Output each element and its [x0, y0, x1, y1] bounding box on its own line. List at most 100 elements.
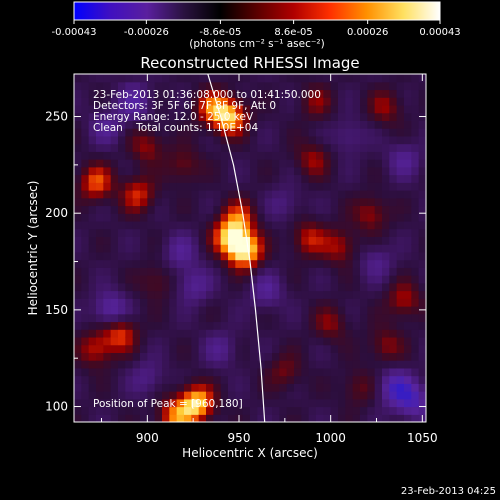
- heatmap-cell: [228, 220, 236, 230]
- heatmap-cell: [264, 182, 273, 191]
- heatmap-cell: [389, 97, 398, 106]
- colorbar-unit-label: (photons cm⁻² s⁻¹ asec⁻²): [189, 38, 324, 50]
- heatmap-cell: [154, 151, 163, 160]
- heatmap-cell: [330, 112, 339, 121]
- heatmap-cell: [279, 406, 288, 415]
- heatmap-cell: [418, 128, 426, 137]
- heatmap-cell: [184, 236, 192, 245]
- heatmap-cell: [294, 112, 302, 121]
- heatmap-cell: [96, 282, 104, 292]
- heatmap-cell: [103, 321, 112, 330]
- heatmap-cell: [338, 383, 346, 392]
- heatmap-cell: [338, 275, 346, 284]
- heatmap-cell: [162, 190, 170, 199]
- heatmap-cell: [411, 213, 420, 222]
- heatmap-cell: [374, 120, 383, 129]
- heatmap-cell: [360, 367, 368, 377]
- heatmap-cell: [338, 81, 346, 91]
- heatmap-cell: [110, 166, 119, 176]
- heatmap-cell: [88, 282, 97, 292]
- heatmap-cell: [191, 259, 200, 268]
- heatmap-cell: [176, 205, 185, 214]
- heatmap-cell: [345, 128, 354, 137]
- heatmap-cell: [169, 197, 178, 207]
- heatmap-cell: [228, 97, 236, 106]
- y-tick-label: 150: [45, 303, 68, 317]
- heatmap-cell: [162, 143, 170, 152]
- heatmap-cell: [235, 120, 244, 129]
- heatmap-cell: [316, 360, 324, 369]
- heatmap-cell: [103, 275, 112, 284]
- heatmap-cell: [184, 290, 192, 299]
- heatmap-cell: [103, 197, 112, 207]
- heatmap-cell: [235, 383, 244, 392]
- heatmap-cell: [154, 406, 163, 415]
- heatmap-cell: [81, 220, 90, 230]
- heatmap-cell: [74, 205, 82, 214]
- heatmap-cell: [374, 182, 383, 191]
- heatmap-cell: [125, 89, 134, 98]
- heatmap-cell: [279, 244, 288, 253]
- heatmap-cell: [213, 112, 222, 121]
- heatmap-cell: [272, 367, 280, 377]
- heatmap-cell: [206, 329, 214, 338]
- heatmap-cell: [396, 352, 405, 361]
- heatmap-cell: [198, 228, 207, 237]
- heatmap-cell: [198, 81, 207, 91]
- heatmap-cell: [169, 166, 178, 176]
- heatmap-cell: [382, 143, 390, 152]
- heatmap-cell: [242, 166, 251, 176]
- heatmap-cell: [191, 321, 200, 330]
- heatmap-cell: [132, 344, 141, 353]
- heatmap-cell: [162, 159, 170, 168]
- heatmap-cell: [110, 414, 119, 422]
- heatmap-cell: [257, 120, 266, 129]
- heatmap-cell: [206, 104, 214, 114]
- heatmap-cell: [228, 282, 236, 292]
- heatmap-cell: [184, 213, 192, 222]
- heatmap-cell: [360, 197, 368, 207]
- heatmap-cell: [125, 166, 134, 176]
- heatmap-cell: [96, 159, 104, 168]
- heatmap-cell: [162, 298, 170, 307]
- heatmap-cell: [118, 205, 126, 214]
- heatmap-cell: [360, 360, 368, 369]
- heatmap-cell: [382, 182, 390, 191]
- heatmap-cell: [330, 398, 339, 408]
- heatmap-cell: [213, 74, 222, 83]
- heatmap-cell: [228, 205, 236, 214]
- heatmap-cell: [147, 398, 156, 408]
- heatmap-cell: [103, 174, 112, 183]
- heatmap-cell: [323, 182, 332, 191]
- heatmap-cell: [118, 329, 126, 338]
- heatmap-cell: [162, 135, 170, 145]
- heatmap-cell: [286, 112, 295, 121]
- heatmap-cell: [367, 290, 376, 299]
- heatmap-cell: [308, 259, 317, 268]
- heatmap-cell: [330, 259, 339, 268]
- heatmap-cell: [96, 360, 104, 369]
- heatmap-cell: [103, 228, 112, 237]
- heatmap-cell: [264, 205, 273, 214]
- heatmap-cell: [103, 236, 112, 245]
- heatmap-cell: [103, 120, 112, 129]
- heatmap-cell: [396, 112, 405, 121]
- heatmap-cell: [264, 120, 273, 129]
- heatmap-cell: [286, 352, 295, 361]
- heatmap-cell: [352, 104, 361, 114]
- heatmap-cell: [389, 74, 398, 83]
- heatmap-cell: [352, 352, 361, 361]
- heatmap-cell: [360, 97, 368, 106]
- heatmap-cell: [301, 159, 310, 168]
- heatmap-cell: [198, 174, 207, 183]
- heatmap-cell: [96, 398, 104, 408]
- heatmap-cell: [213, 367, 222, 377]
- heatmap-cell: [132, 352, 141, 361]
- heatmap-cell: [389, 306, 398, 315]
- heatmap-cell: [176, 367, 185, 377]
- heatmap-cell: [257, 391, 266, 400]
- heatmap-cell: [132, 81, 141, 91]
- heatmap-cell: [162, 74, 170, 83]
- heatmap-cell: [74, 406, 82, 415]
- heatmap-cell: [352, 306, 361, 315]
